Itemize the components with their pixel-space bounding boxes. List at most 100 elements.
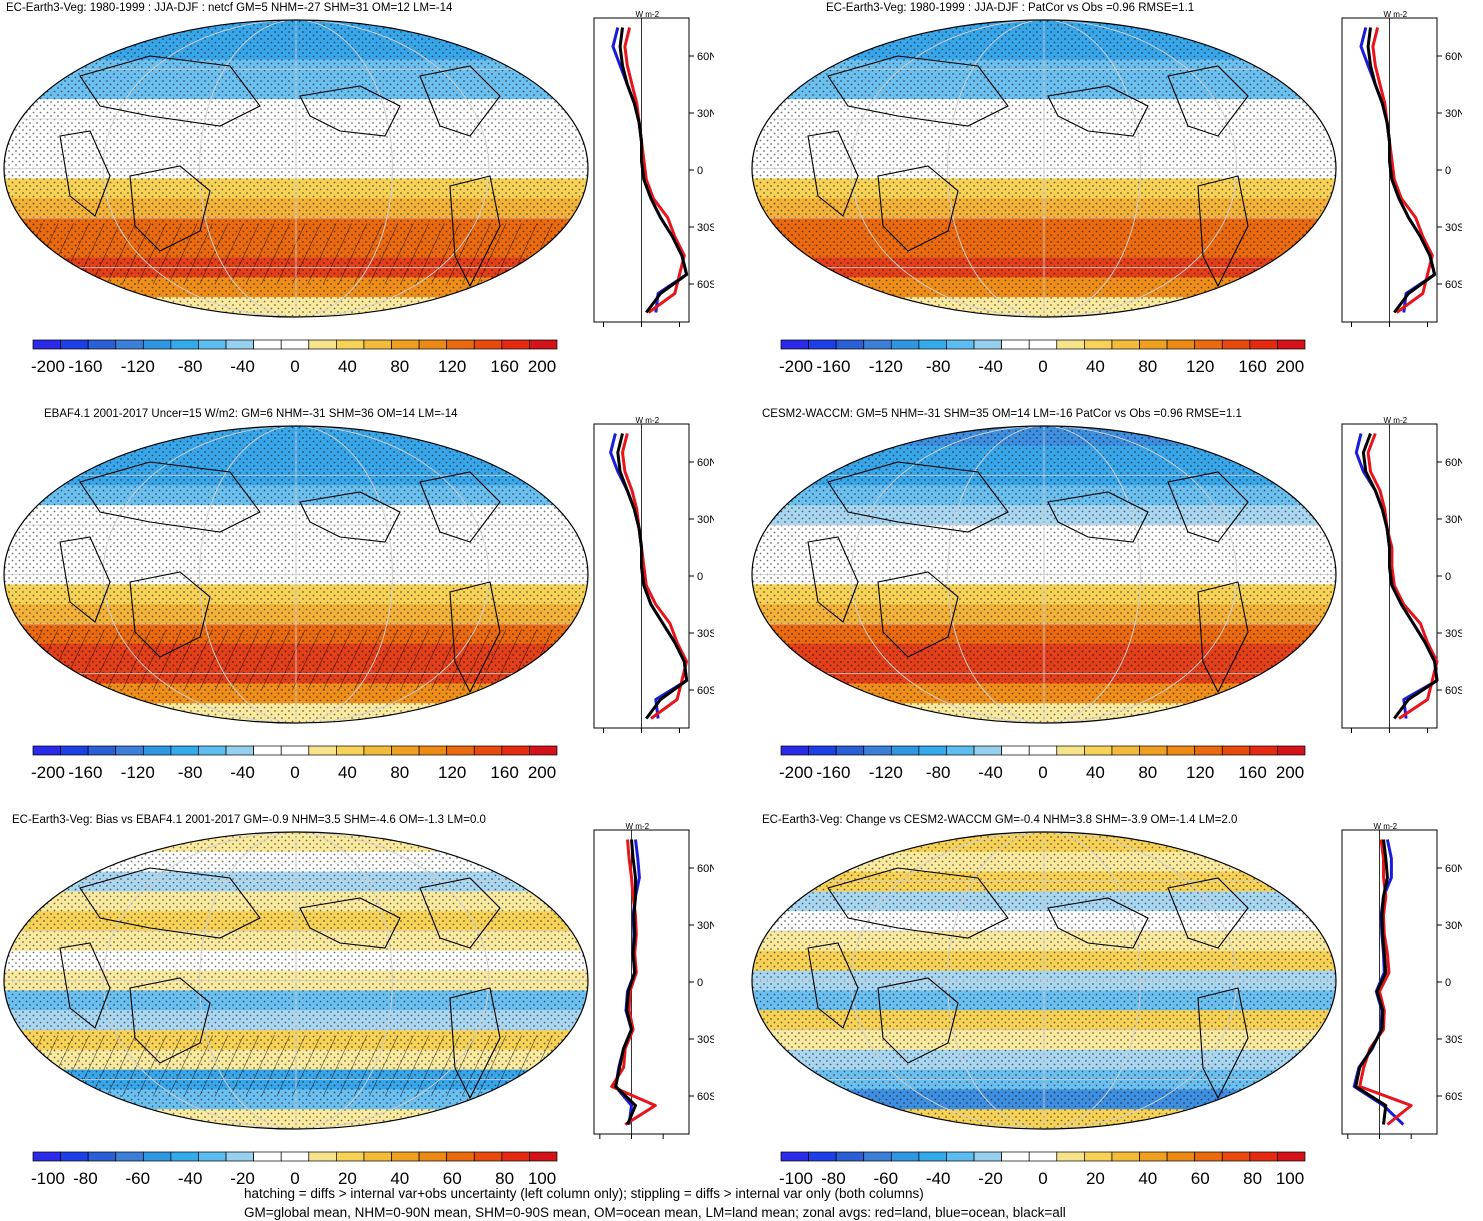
colorbar-swatch <box>1166 339 1196 350</box>
colorbar-label: -40 <box>978 763 1003 782</box>
colorbar-label: -40 <box>230 763 255 782</box>
colorbar-swatch <box>808 745 837 756</box>
all-zonal-line <box>614 839 637 1126</box>
zonal-lat-tick: 30N <box>1445 108 1462 120</box>
coastline <box>79 461 261 533</box>
colorbar-label: -160 <box>816 357 850 376</box>
colorbar-swatch <box>308 339 337 350</box>
zonal-lat-tick: 60N <box>697 863 714 875</box>
colorbar-swatch <box>501 745 530 756</box>
coastline <box>807 536 859 623</box>
colorbar-label: -40 <box>178 1169 203 1188</box>
coastline <box>807 130 859 217</box>
coastline <box>1167 65 1249 137</box>
colorbar-label: 80 <box>390 357 409 376</box>
colorbar-label: -20 <box>230 1169 255 1188</box>
colorbar-label: -60 <box>874 1169 899 1188</box>
coastline <box>449 987 501 1100</box>
colorbar-label: 80 <box>390 763 409 782</box>
coastline <box>129 165 211 252</box>
footer-hatching-note: hatching = diffs > internal var+obs unce… <box>244 1186 924 1201</box>
zonal-lat-tick: 30N <box>697 920 714 932</box>
colorbar-label: 200 <box>1276 763 1304 782</box>
colorbar-swatch <box>336 339 365 350</box>
colorbar-swatch <box>973 339 1002 350</box>
colorbar-swatch <box>1139 1151 1168 1162</box>
colorbar-label: -120 <box>121 357 155 376</box>
colorbar-swatch <box>391 339 420 350</box>
colorbar-label: 80 <box>1138 357 1157 376</box>
land-zonal-line <box>1366 432 1439 720</box>
zonal-unit-label: W m-2 <box>1384 10 1408 19</box>
global-map <box>3 19 589 318</box>
zonal-unit-label: W m-2 <box>636 416 660 425</box>
colorbar-swatch <box>1084 339 1113 350</box>
colorbar-label: 120 <box>438 357 466 376</box>
colorbar-label: -80 <box>926 357 951 376</box>
panel-cesm2-waccm: CESM2-WACCM: GM=5 NHM=-31 SHM=35 OM=14 L… <box>748 406 1483 806</box>
colorbar-label: -80 <box>926 763 951 782</box>
colorbar-swatch <box>529 745 558 756</box>
coastline <box>299 491 401 543</box>
colorbar-label: -40 <box>978 357 1003 376</box>
colorbar-swatch <box>1056 339 1085 350</box>
colorbar-label: 0 <box>290 763 299 782</box>
colorbar-swatch <box>87 745 117 756</box>
zonal-lat-tick: 60S <box>1445 279 1462 291</box>
zonal-lat-tick: 30S <box>697 222 714 234</box>
colorbar-label: 40 <box>390 1169 409 1188</box>
colorbar-swatch <box>1194 745 1223 756</box>
colorbar-swatch <box>391 1151 420 1162</box>
colorbar-swatch <box>1249 339 1278 350</box>
coastline <box>129 977 211 1064</box>
coastline <box>877 165 959 252</box>
panel-title: EC-Earth3-Veg: Change vs CESM2-WACCM GM=… <box>762 814 1238 826</box>
colorbar-swatch <box>1028 339 1058 350</box>
zonal-lat-tick: 0 <box>697 165 703 177</box>
colorbar-swatch <box>529 1151 558 1162</box>
colorbar-swatch <box>835 1151 865 1162</box>
colorbar-label: 80 <box>1243 1169 1262 1188</box>
colorbar-swatch <box>501 1151 530 1162</box>
zonal-lat-tick: 60S <box>1445 1091 1462 1103</box>
colorbar-swatch <box>418 339 448 350</box>
coastline <box>1197 175 1249 288</box>
zonal-lat-tick: 60N <box>1445 457 1462 469</box>
colorbar-label: -20 <box>978 1169 1003 1188</box>
colorbar: -200 -160 -120 -80 -40 0 40 80 120 160 200 <box>779 745 1306 782</box>
colorbar-swatch <box>1028 745 1058 756</box>
coastline <box>129 571 211 658</box>
colorbar-swatch <box>253 339 282 350</box>
colorbar-swatch <box>280 1151 310 1162</box>
colorbar: -200 -160 -120 -80 -40 0 40 80 120 160 200 <box>31 339 558 376</box>
colorbar-label: -60 <box>126 1169 151 1188</box>
panel-change-vs-cesm2: EC-Earth3-Veg: Change vs CESM2-WACCM GM=… <box>748 812 1483 1212</box>
all-zonal-line <box>618 27 689 314</box>
colorbar-swatch <box>280 339 310 350</box>
colorbar-label: -100 <box>779 1169 813 1188</box>
colorbar-label: -80 <box>821 1169 846 1188</box>
colorbar-swatch <box>1001 745 1030 756</box>
coastline <box>1167 471 1249 543</box>
zonal-lat-tick: 30S <box>1445 628 1462 640</box>
colorbar-label: 60 <box>1191 1169 1210 1188</box>
colorbar-swatch <box>1277 339 1306 350</box>
zonal-lat-tick: 30N <box>697 108 714 120</box>
zonal-lat-tick: 60N <box>1445 51 1462 63</box>
colorbar-swatch <box>115 1151 144 1162</box>
zonal-lat-tick: 60N <box>697 51 714 63</box>
colorbar-label: 0 <box>1038 1169 1047 1188</box>
colorbar-label: 40 <box>1138 1169 1157 1188</box>
colorbar-label: 40 <box>338 763 357 782</box>
colorbar-swatch <box>863 1151 892 1162</box>
global-map <box>751 831 1337 1130</box>
colorbar-swatch <box>501 339 530 350</box>
zonal-lat-tick: 60N <box>1445 863 1462 875</box>
colorbar-swatch <box>363 339 392 350</box>
colorbar-swatch <box>446 339 475 350</box>
land-zonal-line <box>610 839 657 1126</box>
panel-title: EBAF4.1 2001-2017 Uncer=15 W/m2: GM=6 NH… <box>44 408 458 420</box>
